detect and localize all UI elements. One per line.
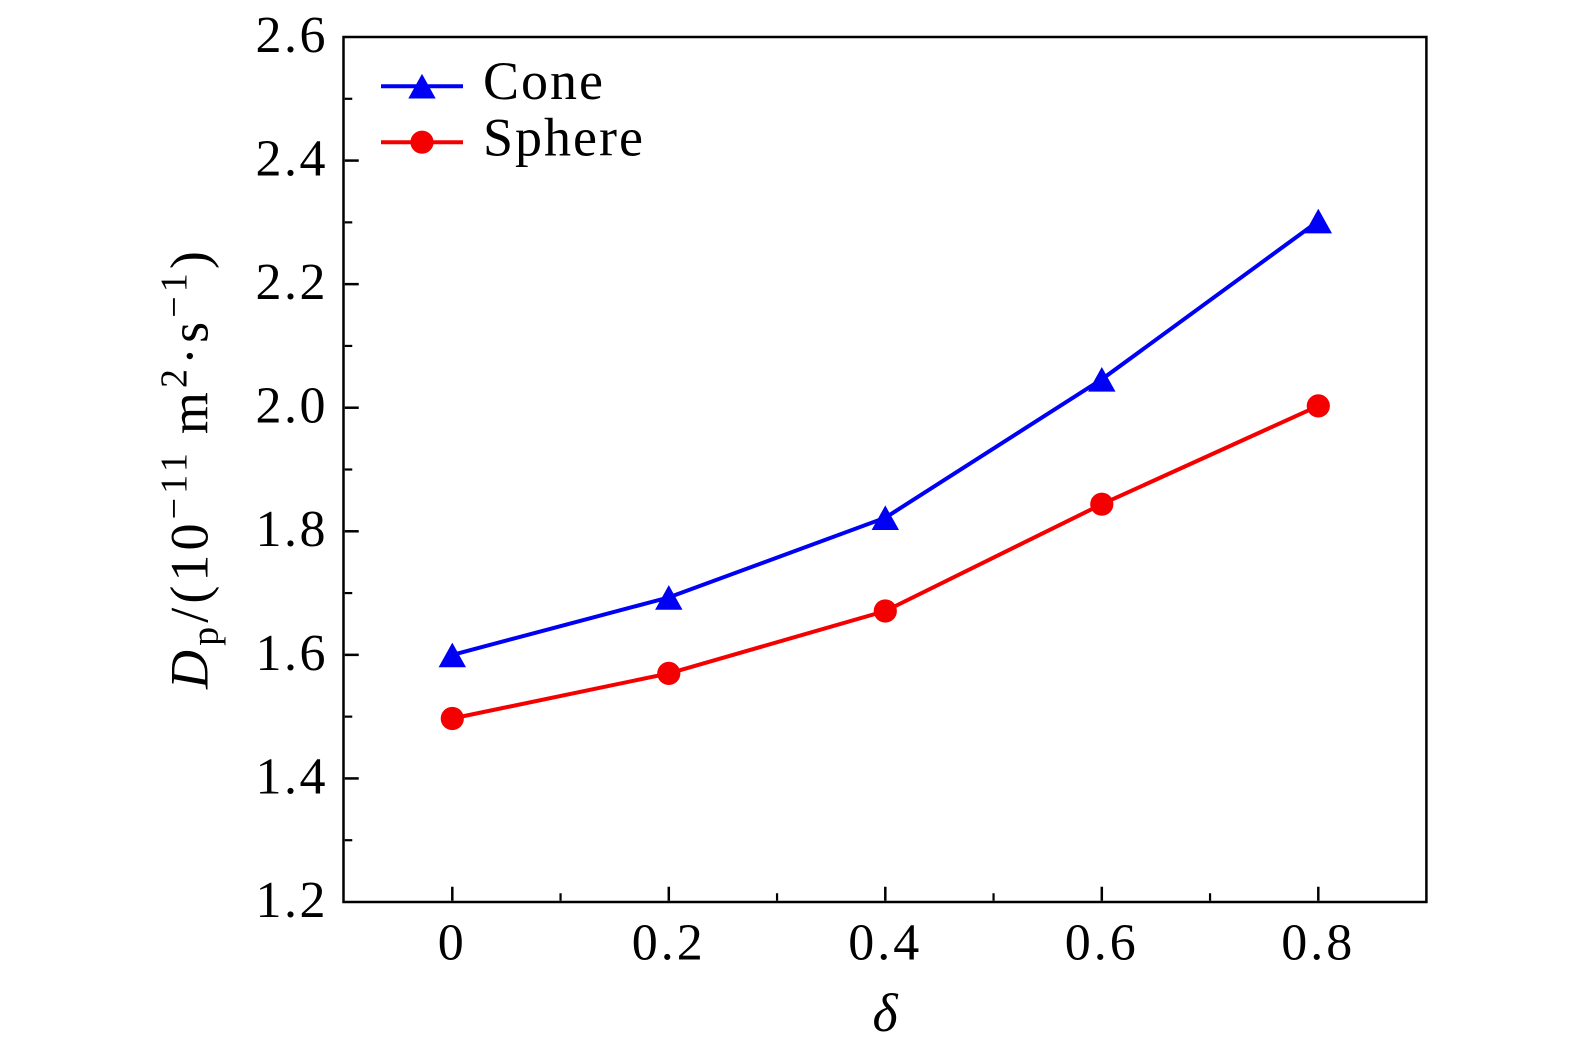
- svg-text:1.8: 1.8: [256, 501, 329, 558]
- svg-text:0.2: 0.2: [632, 915, 706, 972]
- svg-text:1.6: 1.6: [256, 625, 329, 682]
- svg-text:2.0: 2.0: [256, 378, 329, 435]
- svg-text:2.4: 2.4: [256, 131, 329, 188]
- svg-text:2.2: 2.2: [256, 254, 329, 311]
- svg-text:0.4: 0.4: [848, 915, 922, 972]
- svg-text:0.6: 0.6: [1065, 915, 1139, 972]
- svg-text:1.4: 1.4: [256, 748, 329, 805]
- svg-text:Dp/(10−11 m2·s−1): Dp/(10−11 m2·s−1): [154, 247, 227, 690]
- svg-text:δ: δ: [872, 983, 898, 1043]
- svg-text:2.6: 2.6: [256, 7, 329, 64]
- svg-text:1.2: 1.2: [256, 872, 329, 929]
- svg-text:0: 0: [438, 915, 467, 972]
- svg-text:Sphere: Sphere: [483, 108, 645, 168]
- svg-text:Cone: Cone: [483, 51, 605, 111]
- svg-text:0.8: 0.8: [1281, 915, 1355, 972]
